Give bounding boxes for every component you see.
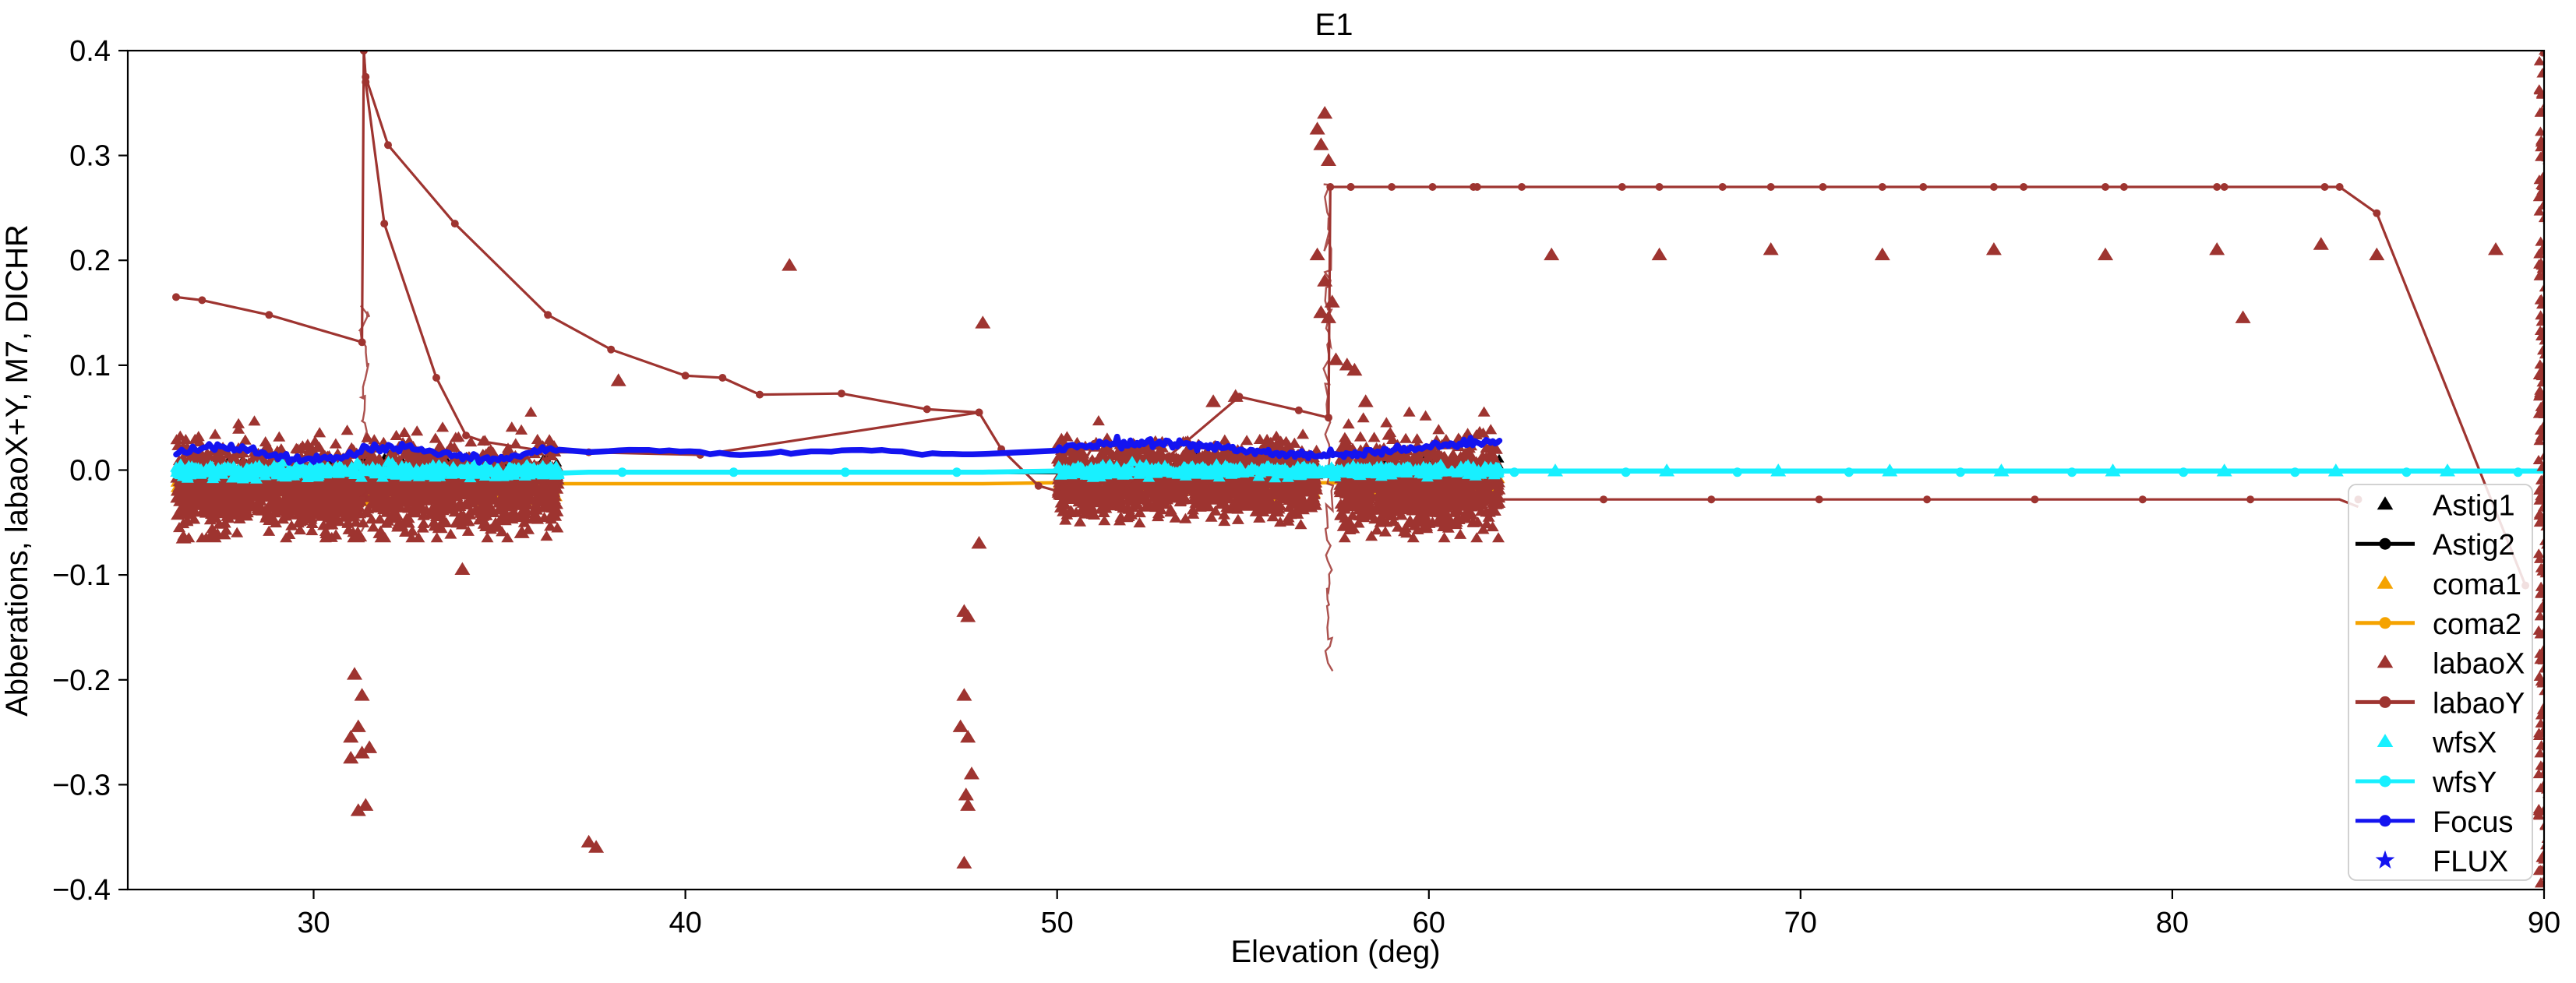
svg-text:70: 70 <box>1784 907 1817 939</box>
svg-text:80: 80 <box>2156 907 2189 939</box>
svg-text:coma2: coma2 <box>2433 608 2521 641</box>
svg-text:0.3: 0.3 <box>69 140 111 173</box>
svg-text:40: 40 <box>669 907 701 939</box>
svg-text:Astig2: Astig2 <box>2433 529 2515 562</box>
svg-text:0.1: 0.1 <box>69 350 111 382</box>
svg-text:Abberations, labaoX+Y, M7, DIC: Abberations, labaoX+Y, M7, DICHR <box>0 224 34 717</box>
svg-text:labaoY: labaoY <box>2433 687 2525 720</box>
svg-text:FLUX: FLUX <box>2433 846 2508 879</box>
svg-text:−0.4: −0.4 <box>52 874 111 907</box>
svg-text:Focus: Focus <box>2433 806 2513 839</box>
svg-text:0.4: 0.4 <box>69 35 111 68</box>
svg-text:labaoX: labaoX <box>2433 648 2525 681</box>
svg-text:50: 50 <box>1041 907 1074 939</box>
svg-text:30: 30 <box>297 907 330 939</box>
svg-text:90: 90 <box>2528 907 2560 939</box>
svg-text:0.2: 0.2 <box>69 245 111 277</box>
svg-text:wfsY: wfsY <box>2432 766 2497 799</box>
svg-text:−0.2: −0.2 <box>52 664 111 697</box>
svg-text:E1: E1 <box>1315 8 1353 42</box>
svg-text:coma1: coma1 <box>2433 569 2521 601</box>
svg-text:Elevation (deg): Elevation (deg) <box>1230 935 1440 969</box>
svg-text:Astig1: Astig1 <box>2433 489 2515 522</box>
svg-text:0.0: 0.0 <box>69 455 111 488</box>
svg-text:−0.3: −0.3 <box>52 769 111 802</box>
svg-text:−0.1: −0.1 <box>52 559 111 592</box>
svg-text:wfsX: wfsX <box>2432 727 2497 759</box>
